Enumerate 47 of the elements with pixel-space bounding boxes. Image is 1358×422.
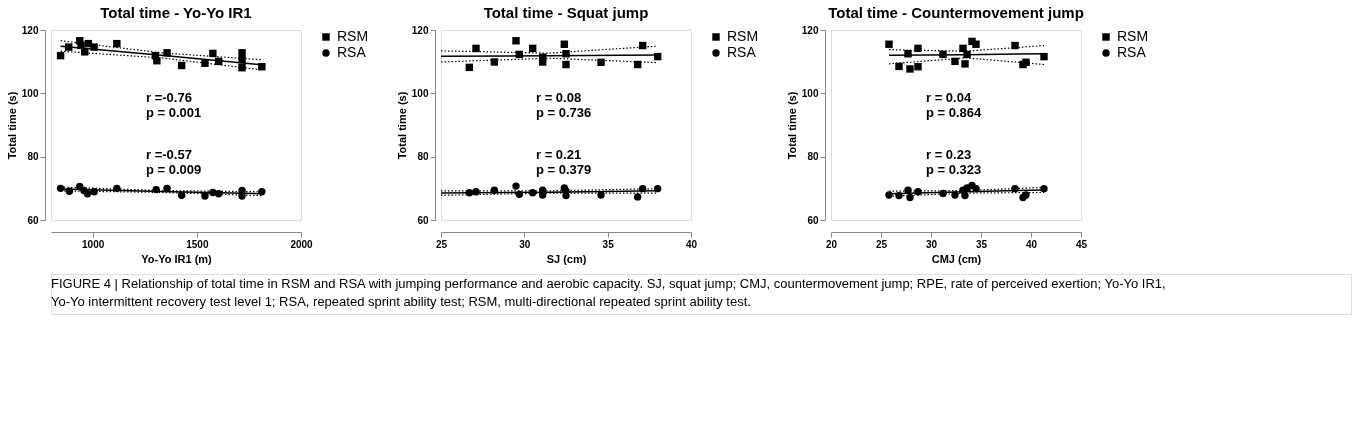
annotation: r = 0.04 p = 0.864 bbox=[926, 90, 983, 121]
legend-label: RSA bbox=[1117, 44, 1147, 60]
annotation: r = 0.08 p = 0.736 bbox=[536, 90, 592, 121]
chart-title: Total time - Squat jump bbox=[483, 4, 649, 21]
x-tick-label: 1000 bbox=[82, 238, 105, 250]
y-tick-label: 120 bbox=[411, 24, 429, 36]
legend-label: RSA bbox=[727, 44, 757, 60]
annotation: r =-0.76 p = 0.001 bbox=[146, 90, 202, 121]
y-tick-label: 80 bbox=[27, 151, 39, 163]
y-tick-label: 120 bbox=[801, 24, 819, 36]
y-tick-label: 100 bbox=[21, 87, 39, 99]
y-axis-title: Total time (s) bbox=[5, 91, 18, 160]
x-tick-label: 25 bbox=[875, 238, 888, 250]
y-tick-label: 60 bbox=[27, 214, 39, 226]
legend-label: RSA bbox=[337, 44, 367, 60]
y-tick-label: 100 bbox=[801, 87, 819, 99]
annotation: r =-0.57 p = 0.009 bbox=[146, 147, 202, 178]
legend-label: RSM bbox=[727, 28, 759, 44]
annotation: r = 0.21 p = 0.379 bbox=[536, 147, 592, 178]
x-axis-title: CMJ (cm) bbox=[931, 252, 982, 265]
x-tick-label: 30 bbox=[925, 238, 938, 250]
x-tick-label: 20 bbox=[825, 238, 838, 250]
x-tick-label: 40 bbox=[1025, 238, 1038, 250]
x-tick-label: 1500 bbox=[186, 238, 209, 250]
x-tick-label: 40 bbox=[685, 238, 698, 250]
y-tick-label: 80 bbox=[417, 151, 429, 163]
y-tick-label: 80 bbox=[807, 151, 819, 163]
annotation: r = 0.23 p = 0.323 bbox=[926, 147, 982, 178]
chart-title: Total time - Countermovement jump bbox=[828, 4, 1084, 21]
x-axis-title: Yo-Yo IR1 (m) bbox=[141, 252, 213, 265]
y-axis-title: Total time (s) bbox=[785, 91, 798, 160]
legend-label: RSM bbox=[337, 28, 369, 44]
x-tick-label: 30 bbox=[519, 238, 531, 250]
x-tick-label: 35 bbox=[975, 238, 988, 250]
x-tick-label: 35 bbox=[602, 238, 615, 250]
legend-label: RSM bbox=[1117, 28, 1149, 44]
y-tick-label: 60 bbox=[417, 214, 429, 226]
x-axis-title: SJ (cm) bbox=[546, 252, 587, 265]
y-tick-label: 120 bbox=[21, 24, 39, 36]
x-tick-label: 25 bbox=[435, 238, 448, 250]
caption: FIGURE 4 | Relationship of total time in RSM and RSA with jumping performance and aerobic capacity. SJ, squat jump; CMJ, countermovement jump; RPE, rate of perceived exertion; Yo-Yo IR1, Yo-Yo intermittent recovery test level 1; RSA, repeated sprint ability test; RSM, multi-directional repeated sprint ability test. bbox=[51, 276, 1166, 309]
x-tick-label: 45 bbox=[1075, 238, 1088, 250]
y-tick-label: 100 bbox=[411, 87, 429, 99]
x-tick-label: 2000 bbox=[290, 238, 314, 250]
y-tick-label: 60 bbox=[807, 214, 819, 226]
y-axis-title: Total time (s) bbox=[395, 91, 408, 160]
chart-title: Total time - Yo-Yo IR1 bbox=[100, 4, 252, 21]
